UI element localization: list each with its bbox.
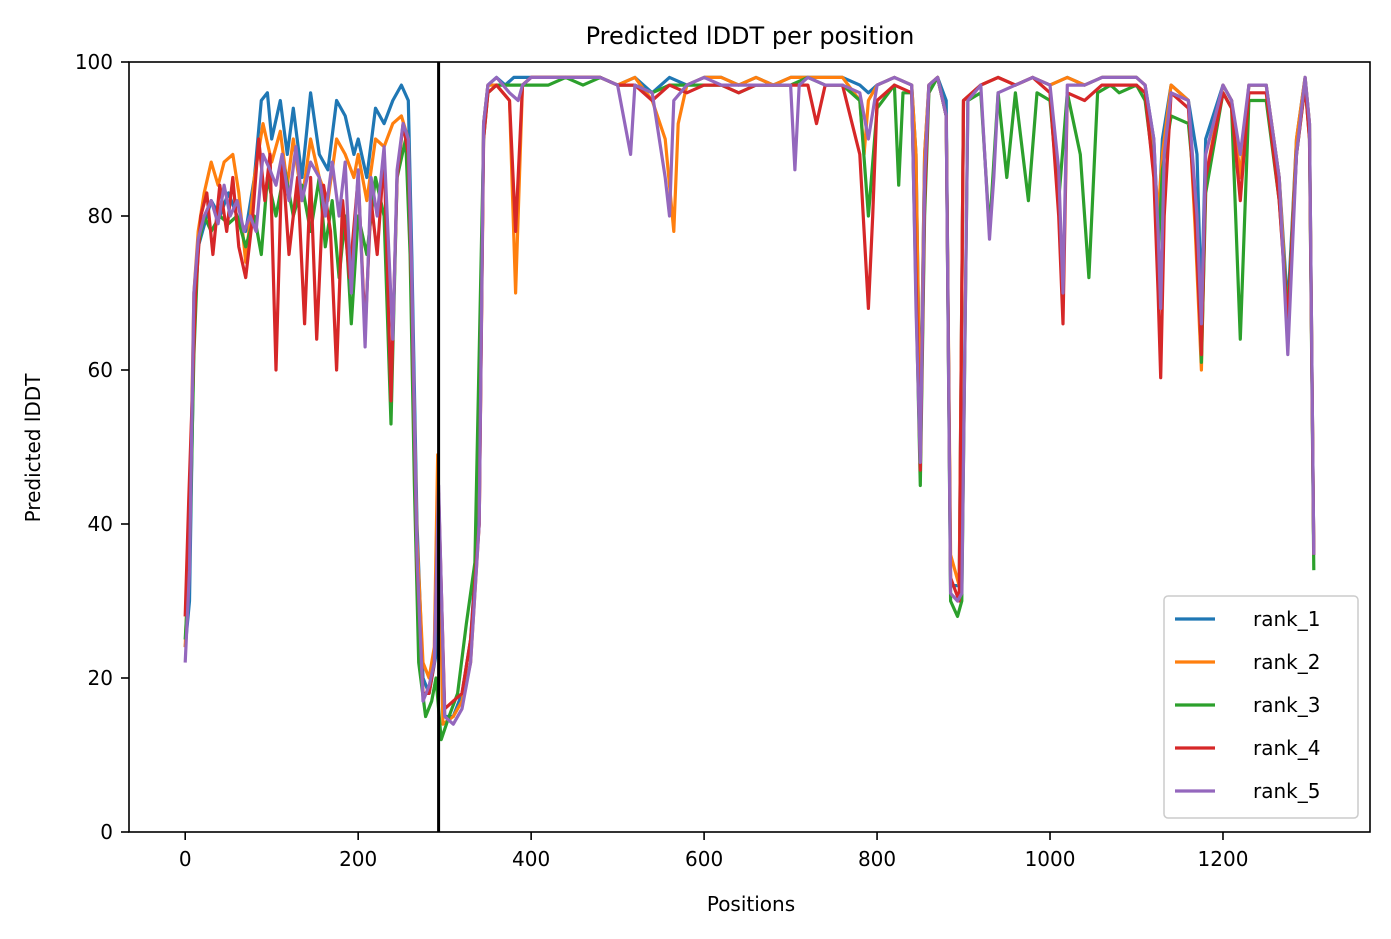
legend: rank_1 rank_2 rank_3 rank_4 rank_5 <box>1163 595 1359 819</box>
legend-label: rank_3 <box>1253 693 1320 717</box>
legend-label: rank_5 <box>1253 779 1320 803</box>
x-axis-title: Positions <box>707 892 795 916</box>
legend-label: rank_1 <box>1253 607 1320 631</box>
series-layer <box>183 75 1316 742</box>
x-tick-label: 1000 <box>1025 847 1076 871</box>
legend-label: rank_4 <box>1253 736 1320 760</box>
y-tick-label: 80 <box>88 204 113 228</box>
y-tick-label: 0 <box>100 820 113 844</box>
x-tick-label: 600 <box>685 847 723 871</box>
x-tick-label: 1200 <box>1198 847 1249 871</box>
legend-label: rank_2 <box>1253 650 1320 674</box>
y-tick-label: 100 <box>75 50 113 74</box>
x-tick-label: 0 <box>179 847 192 871</box>
legend-box <box>1163 595 1359 819</box>
x-tick-label: 800 <box>858 847 896 871</box>
plot-frame <box>128 61 1371 833</box>
x-tick-label: 200 <box>339 847 377 871</box>
x-axis: 0 200 400 600 800 1000 1200 <box>179 832 1249 871</box>
y-tick-label: 20 <box>88 666 113 690</box>
x-tick-label: 400 <box>512 847 550 871</box>
series-line-rank-5 <box>183 75 1316 726</box>
y-axis-title: Predicted lDDT <box>21 373 45 523</box>
y-tick-label: 40 <box>88 512 113 536</box>
chart-title: Predicted lDDT per position <box>586 22 915 50</box>
y-tick-label: 60 <box>88 358 113 382</box>
y-axis: 0 20 40 60 80 100 <box>75 50 129 844</box>
